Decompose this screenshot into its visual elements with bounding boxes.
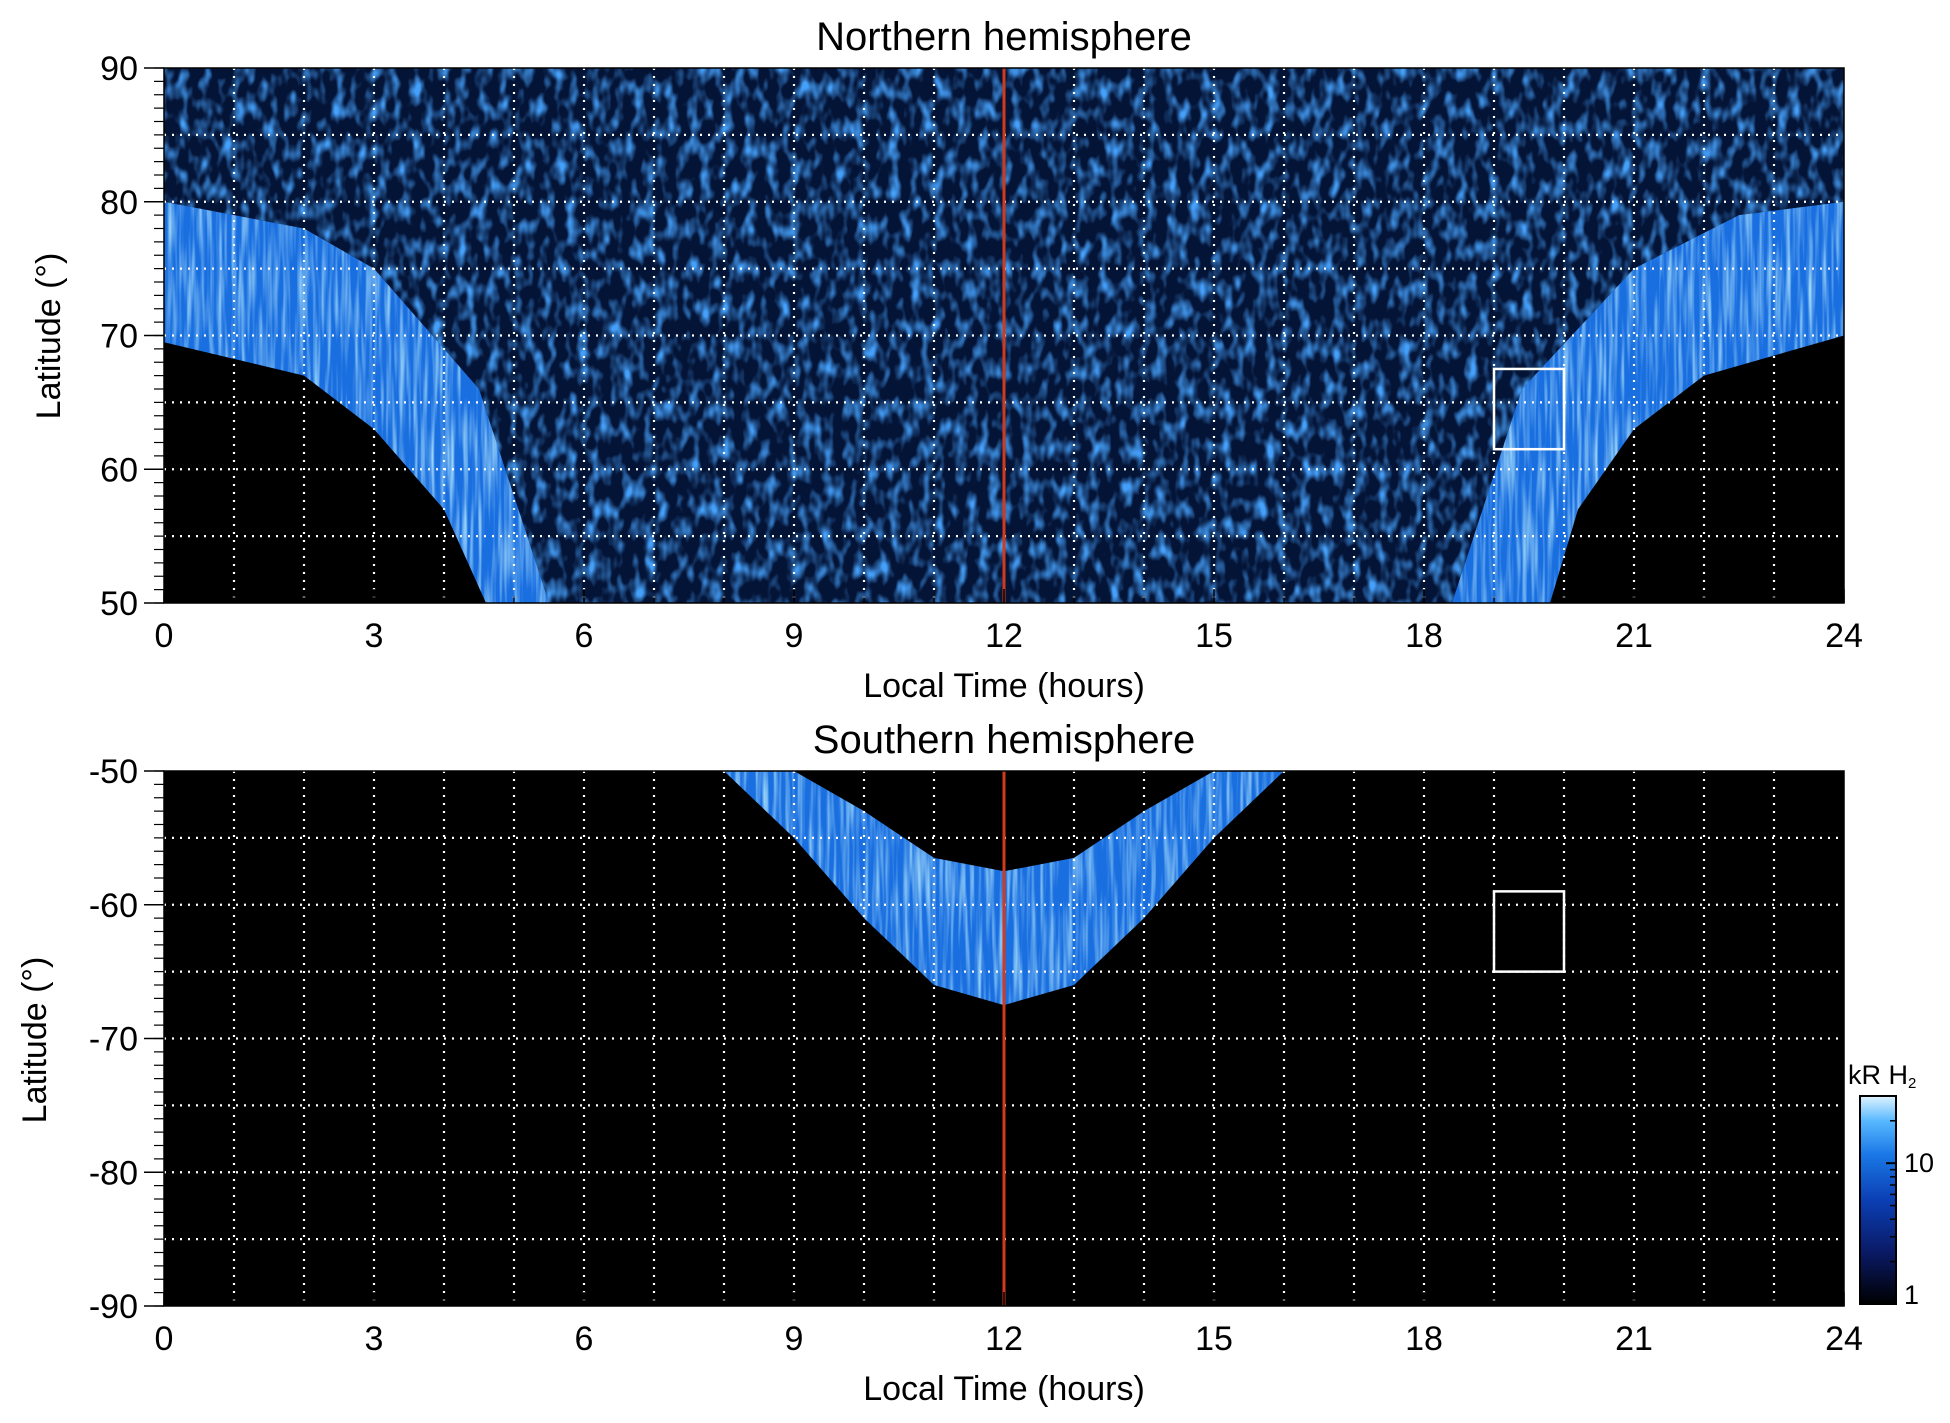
south-ytick-label: -50	[89, 753, 138, 791]
colorbar-tick-label: 10	[1904, 1148, 1934, 1178]
south-panel: Southern hemisphere 0 3 6 9 12 15 18 21 24 -50 -60…	[16, 718, 1863, 1408]
colorbar-label-subscript: 2	[1908, 1075, 1916, 1092]
south-xtick-label: 18	[1405, 1320, 1443, 1358]
north-xtick-label: 9	[785, 617, 804, 655]
north-xtick-label: 3	[365, 617, 384, 655]
south-ytick-label: -70	[89, 1021, 138, 1059]
south-highlight-box	[1492, 890, 1566, 973]
south-xtick-label: 24	[1825, 1320, 1863, 1358]
south-xtick-label: 12	[985, 1320, 1023, 1358]
north-xlabel: Local Time (hours)	[863, 667, 1145, 705]
colorbar-ticks: 10 1	[1886, 1095, 1934, 1310]
north-ylabel: Latitude (°)	[30, 253, 68, 420]
south-ytick-label: -90	[89, 1288, 138, 1326]
south-xtick-label: 15	[1195, 1320, 1233, 1358]
south-ytick-label: -60	[89, 887, 138, 925]
north-xtick-label: 15	[1195, 617, 1233, 655]
south-plot-area	[164, 771, 1844, 1306]
south-title: Southern hemisphere	[813, 718, 1195, 762]
south-xtick-label: 3	[365, 1320, 384, 1358]
north-plot-area	[164, 68, 1844, 603]
south-xtick-label: 9	[785, 1320, 804, 1358]
colorbar: kR H2 10 1	[1848, 1060, 1934, 1310]
north-xtick-label: 0	[155, 617, 174, 655]
north-xtick-label: 6	[575, 617, 594, 655]
north-xtick-label: 12	[985, 617, 1023, 655]
north-highlight-box	[1492, 367, 1566, 451]
colorbar-label: kR H2	[1848, 1060, 1916, 1092]
north-ytick-label: 90	[100, 50, 138, 88]
north-ytick-label: 60	[100, 451, 138, 489]
north-ytick-label: 80	[100, 184, 138, 222]
south-xtick-label: 0	[155, 1320, 174, 1358]
north-xtick-label: 21	[1615, 617, 1653, 655]
north-ytick-label: 50	[100, 585, 138, 623]
north-panel: Northern hemisphere 0 3 6 9 12 15 18 21 24 90 80 70…	[30, 15, 1863, 705]
colorbar-scale	[1859, 1095, 1897, 1305]
south-ylabel: Latitude (°)	[16, 957, 54, 1124]
north-xtick-label: 24	[1825, 617, 1863, 655]
south-xtick-label: 21	[1615, 1320, 1653, 1358]
south-ytick-label: -80	[89, 1154, 138, 1192]
north-xtick-label: 18	[1405, 617, 1443, 655]
north-ytick-label: 70	[100, 318, 138, 356]
colorbar-tick-label: 1	[1904, 1280, 1919, 1310]
north-axes: 0 3 6 9 12 15 18 21 24 90 80 70 60 50	[100, 50, 1863, 655]
south-xlabel: Local Time (hours)	[863, 1370, 1145, 1408]
colorbar-label-main: kR H	[1848, 1060, 1908, 1090]
north-title: Northern hemisphere	[816, 15, 1192, 59]
south-xtick-label: 6	[575, 1320, 594, 1358]
south-axes: 0 3 6 9 12 15 18 21 24 -50 -60 -70 -80 -90	[89, 753, 1863, 1358]
